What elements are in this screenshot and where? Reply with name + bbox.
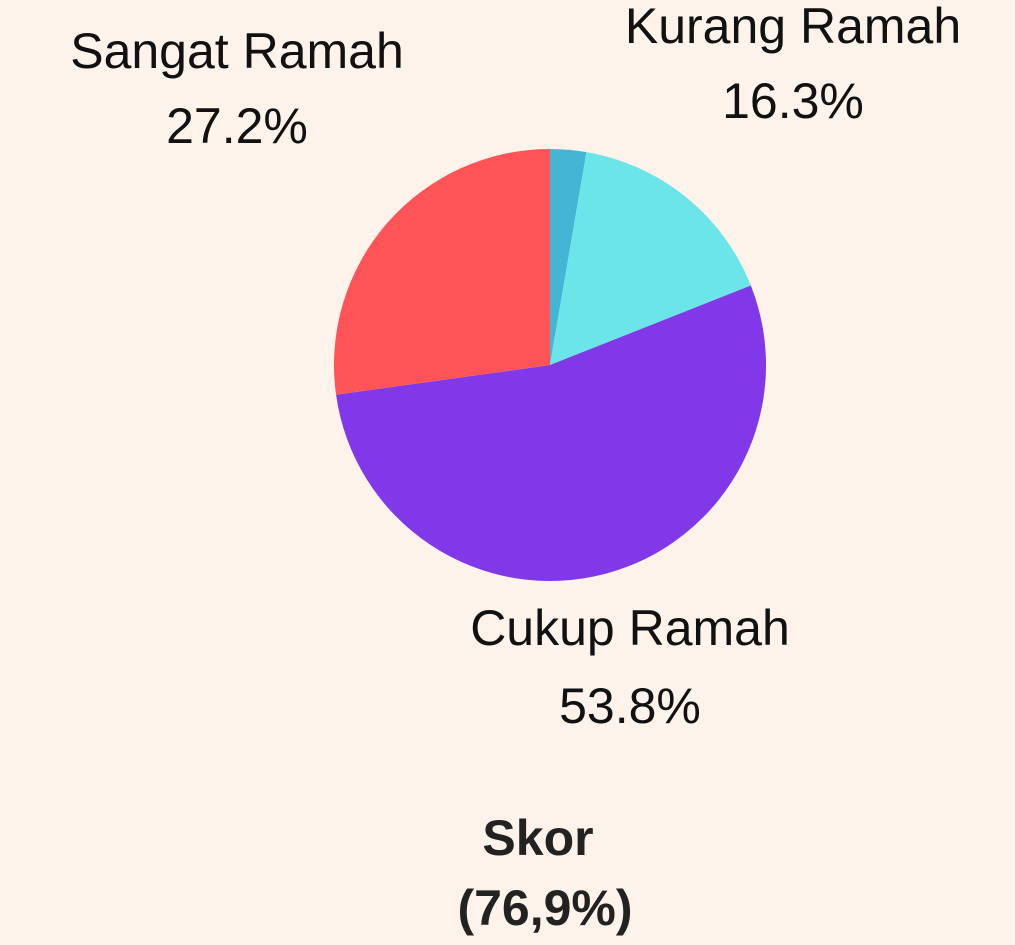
score-value: (76,9%) <box>457 880 632 936</box>
pie-slice <box>334 149 550 395</box>
slice-value: 27.2% <box>166 98 308 154</box>
slice-label: Kurang Ramah <box>625 0 961 54</box>
slice-label: Cukup Ramah <box>470 600 790 656</box>
chart: Skor (76,9%) Kurang Ramah 16.3% Cukup Rama… <box>0 0 1015 945</box>
slice-label: Sangat Ramah <box>70 23 404 79</box>
slice-value: 53.8% <box>559 678 701 734</box>
slice-value: 16.3% <box>722 73 864 129</box>
page: Skor (76,9%) Kurang Ramah 16.3% Cukup Rama… <box>0 0 1015 945</box>
score-title: Skor <box>482 810 593 866</box>
